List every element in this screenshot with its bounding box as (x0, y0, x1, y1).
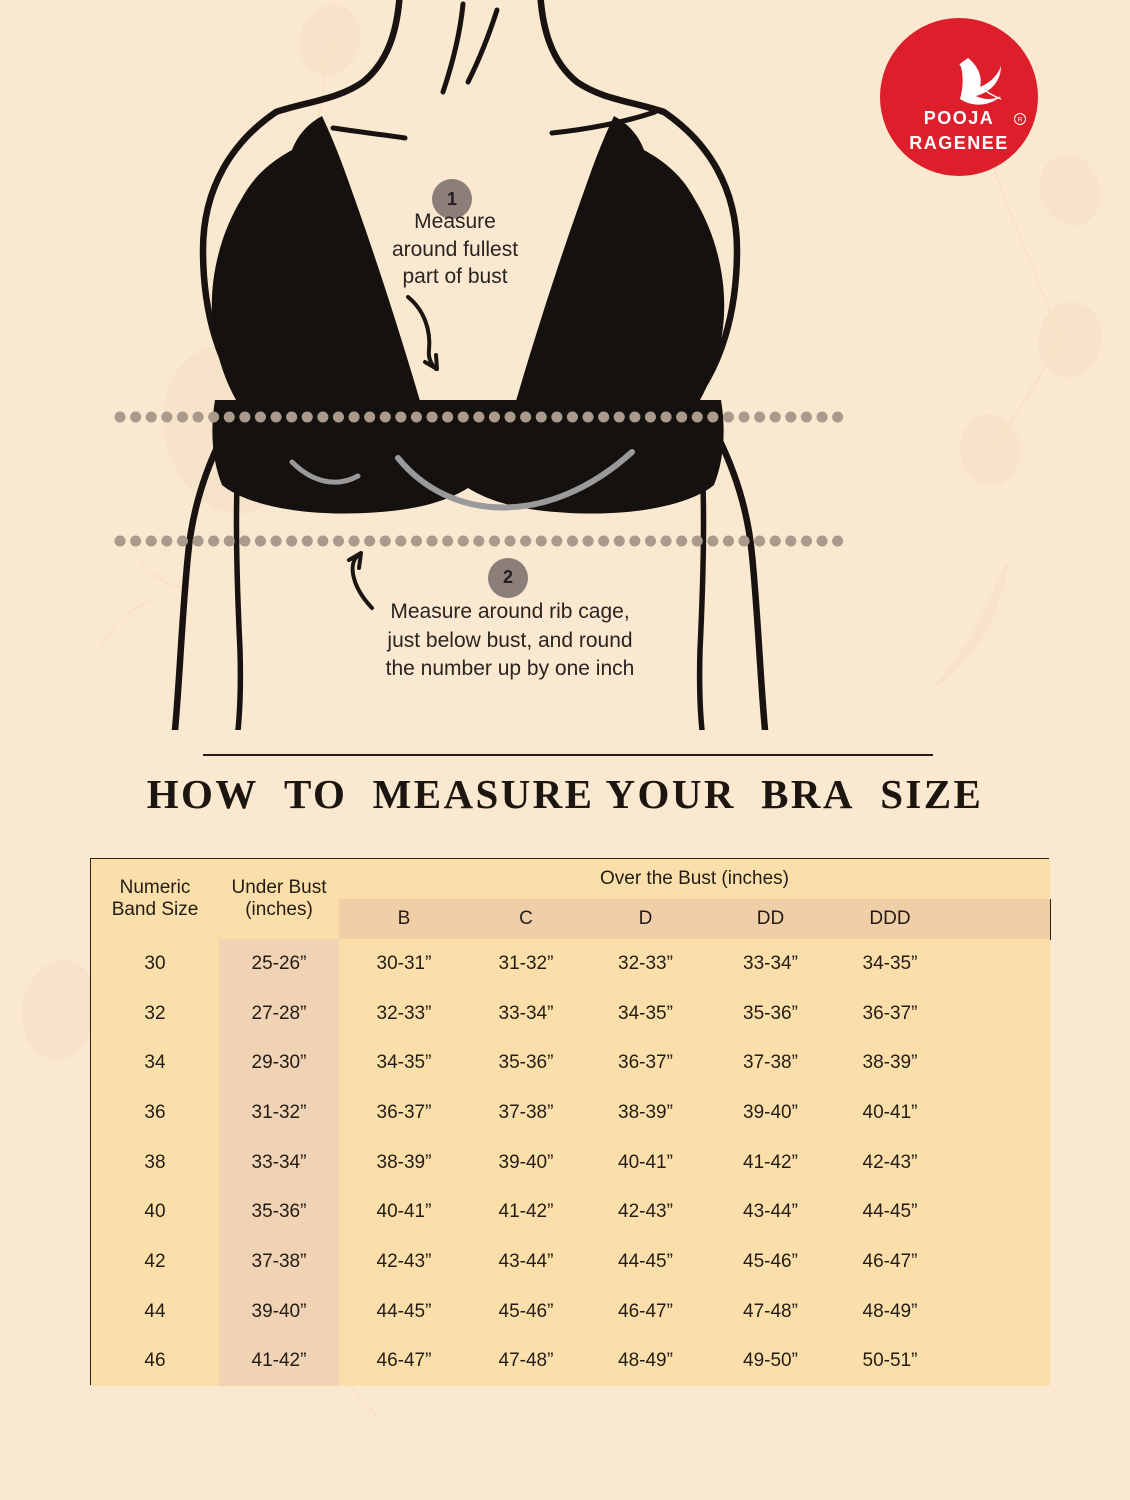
svg-text:POOJA: POOJA (924, 108, 995, 128)
svg-text:RAGENEE: RAGENEE (909, 133, 1009, 153)
svg-text:R: R (1018, 117, 1023, 124)
